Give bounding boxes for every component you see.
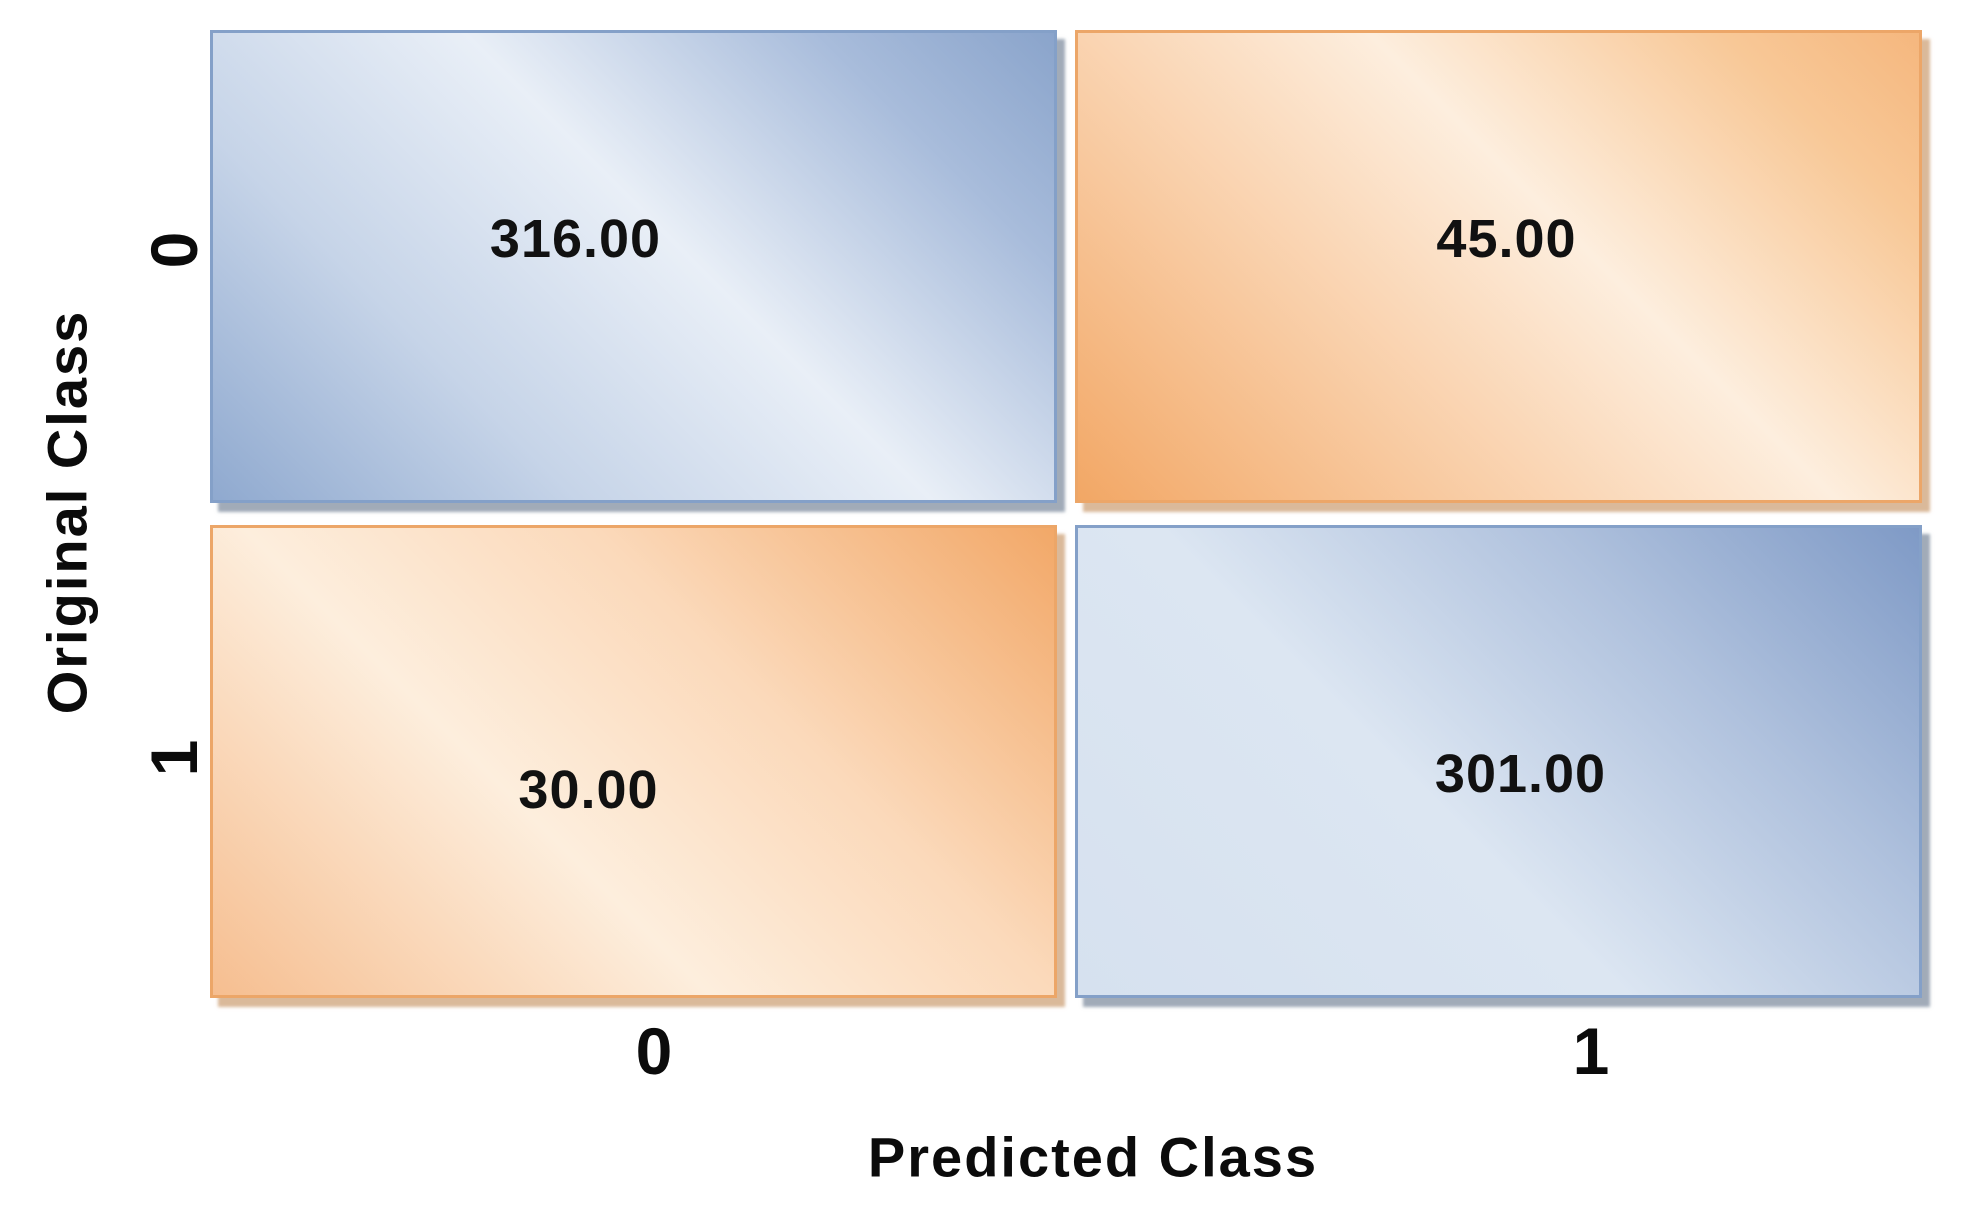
x-axis-title: Predicted Class bbox=[867, 1125, 1319, 1189]
y-axis-title: Original Class bbox=[35, 309, 99, 715]
x-axis-tick-1: 1 bbox=[1572, 1014, 1610, 1088]
cell-value-row0-col1: 45.00 bbox=[1436, 208, 1577, 269]
cell-row1-col0: 30.00 bbox=[210, 525, 1057, 998]
cell-row0-col0: 316.00 bbox=[210, 30, 1057, 503]
x-axis-tick-0: 0 bbox=[635, 1014, 673, 1088]
cell-value-row1-col1: 301.00 bbox=[1434, 743, 1607, 804]
cell-row0-col1: 45.00 bbox=[1075, 30, 1922, 503]
cell-value-row0-col0: 316.00 bbox=[489, 208, 662, 269]
y-axis-tick-0: 0 bbox=[137, 231, 211, 269]
matrix-grid: 316.00 45.00 30.00 301.00 bbox=[210, 30, 1922, 998]
cell-row1-col1: 301.00 bbox=[1075, 525, 1922, 998]
y-axis-tick-1: 1 bbox=[137, 739, 211, 777]
cell-value-row1-col0: 30.00 bbox=[518, 759, 659, 820]
